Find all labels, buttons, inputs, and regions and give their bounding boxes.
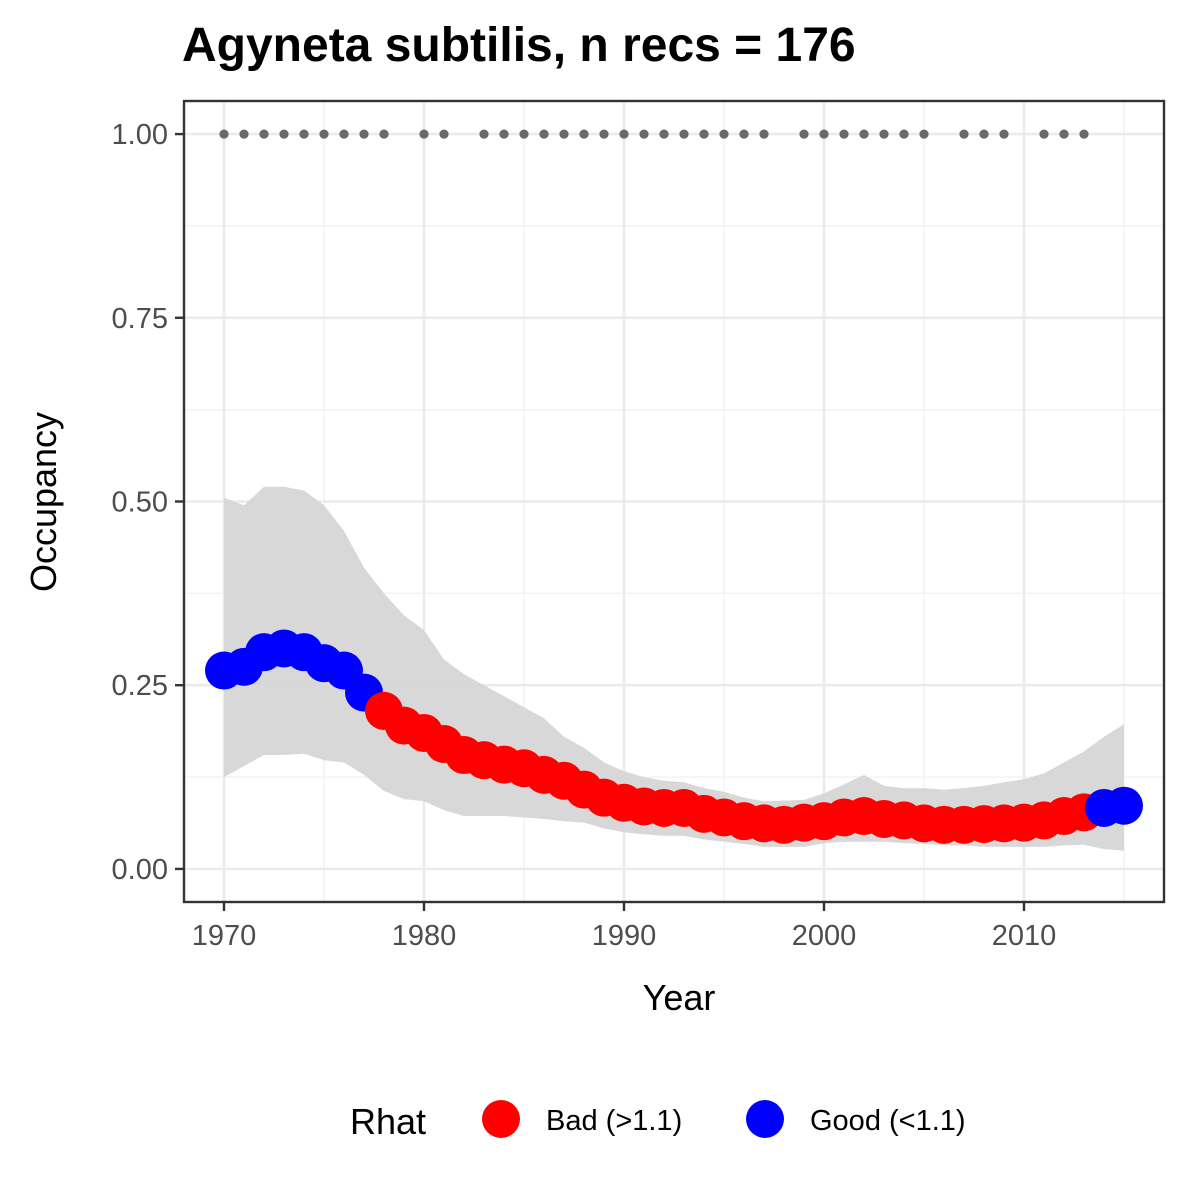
y-tick-label: 0.50 <box>112 487 168 519</box>
record-point <box>659 129 669 139</box>
x-tick-label: 1990 <box>592 920 657 952</box>
record-point <box>579 129 589 139</box>
legend-key-good <box>746 1100 784 1138</box>
record-point <box>899 129 909 139</box>
record-point <box>419 129 429 139</box>
legend: Rhat Bad (>1.1) Good (<1.1) <box>350 1100 966 1142</box>
record-point <box>639 129 649 139</box>
y-axis-ticks: 0.00 0.25 0.50 0.75 1.00 <box>112 119 184 886</box>
record-point <box>759 129 769 139</box>
record-point <box>279 129 289 139</box>
record-point <box>539 129 549 139</box>
record-point <box>879 129 889 139</box>
grid-lines <box>184 101 1164 902</box>
record-point <box>799 129 809 139</box>
record-point <box>999 129 1009 139</box>
occupancy-point <box>1105 786 1143 825</box>
legend-key-bad <box>482 1100 520 1138</box>
legend-label-good: Good (<1.1) <box>810 1105 966 1137</box>
record-point <box>599 129 609 139</box>
record-point <box>979 129 989 139</box>
x-tick-label: 2010 <box>992 920 1057 952</box>
record-point <box>339 129 349 139</box>
record-point <box>239 129 249 139</box>
record-point <box>1059 129 1069 139</box>
record-point <box>259 129 269 139</box>
record-point <box>819 129 829 139</box>
record-point <box>679 129 689 139</box>
record-point <box>719 129 729 139</box>
record-point <box>959 129 969 139</box>
record-point <box>619 129 629 139</box>
y-tick-label: 0.75 <box>112 303 168 335</box>
record-point <box>1039 129 1049 139</box>
record-point <box>479 129 489 139</box>
record-point <box>739 129 749 139</box>
x-axis-ticks: 1970 1980 1990 2000 2010 <box>192 902 1057 952</box>
record-point <box>299 129 309 139</box>
occupancy-points-layer <box>205 629 1143 844</box>
record-point <box>499 129 509 139</box>
legend-title: Rhat <box>350 1101 426 1142</box>
record-point <box>379 129 389 139</box>
record-point <box>859 129 869 139</box>
record-point <box>439 129 449 139</box>
record-points-layer <box>219 129 1089 139</box>
record-point <box>839 129 849 139</box>
y-tick-label: 1.00 <box>112 119 168 151</box>
record-point <box>559 129 569 139</box>
y-tick-label: 0.25 <box>112 670 168 702</box>
x-tick-label: 1980 <box>392 920 457 952</box>
chart-title: Agyneta subtilis, n recs = 176 <box>182 19 856 72</box>
record-point <box>519 129 529 139</box>
record-point <box>1079 129 1089 139</box>
x-axis-title: Year <box>643 977 716 1018</box>
record-point <box>319 129 329 139</box>
y-axis-title: Occupancy <box>23 412 64 592</box>
x-tick-label: 2000 <box>792 920 857 952</box>
y-tick-label: 0.00 <box>112 854 168 886</box>
record-point <box>359 129 369 139</box>
legend-label-bad: Bad (>1.1) <box>546 1105 682 1137</box>
x-tick-label: 1970 <box>192 920 257 952</box>
record-point <box>219 129 229 139</box>
record-point <box>919 129 929 139</box>
record-point <box>699 129 709 139</box>
